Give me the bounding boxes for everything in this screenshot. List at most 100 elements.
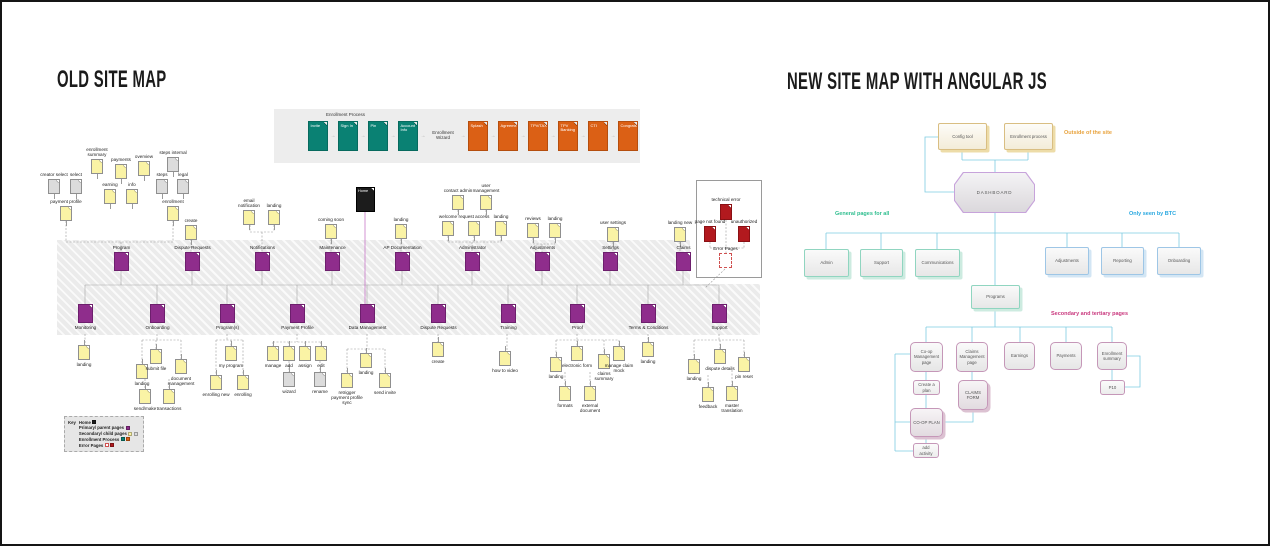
creator-select-connector-stub xyxy=(54,194,55,199)
enrollment-process-title: Enrollment Process xyxy=(326,112,366,117)
earning: earning xyxy=(102,182,118,209)
payments-label: payments xyxy=(111,157,131,163)
step-sign-in: Sign In xyxy=(338,121,358,151)
arrow-icon: → xyxy=(460,133,466,139)
steps-internal-box xyxy=(167,157,179,172)
info-box xyxy=(126,189,138,204)
step-tpv-banking: TPV Banking xyxy=(558,121,578,151)
payments-box xyxy=(115,164,127,179)
creator-select-label: creator select xyxy=(40,172,68,178)
enrollment-process-label: Enrollment process xyxy=(1010,133,1047,139)
send-make-box xyxy=(139,389,151,404)
home-box: Home xyxy=(356,187,375,212)
contact-admin-label: contact admin xyxy=(443,188,473,194)
user-management-box xyxy=(480,195,492,210)
key-item-home: Home xyxy=(79,420,138,425)
orange-swatch-icon xyxy=(126,437,131,442)
legend-key-title: Key xyxy=(68,419,76,425)
legend-key: Key Home Primary/ parent pages Secondary/ … xyxy=(64,416,144,452)
step-pin: Pin xyxy=(368,121,388,151)
arrow-icon: → xyxy=(550,133,556,139)
payments-connector-stub xyxy=(121,179,122,184)
arrow-icon: → xyxy=(420,133,426,139)
info: info xyxy=(126,182,138,209)
config-tool-label: Config tool xyxy=(952,133,973,139)
steps-box xyxy=(156,179,168,194)
arrow-icon: → xyxy=(580,133,586,139)
overview: overview xyxy=(135,154,153,181)
enrollment-wizard-label: Enrollment Wizard xyxy=(432,130,454,140)
steps-internal-connector-stub xyxy=(173,172,174,177)
creator-select-box xyxy=(48,179,60,194)
external-document-label: external document xyxy=(579,402,601,413)
landing-notifications-label: landing xyxy=(266,203,282,209)
step-cti: CTI xyxy=(588,121,608,151)
enrolling-new-label: enrolling new xyxy=(202,391,230,397)
pin-reset-connector-stub xyxy=(744,352,745,357)
payment-profile-label: payment profile xyxy=(50,199,82,205)
new-site-map-title: NEW SITE MAP WITH ANGULAR JS xyxy=(787,68,1047,95)
feedback-label: feedback xyxy=(698,403,718,409)
step-tpv-tax: TPV/TAX xyxy=(528,121,548,151)
key-item-label: Error Pages xyxy=(78,442,104,448)
arrow-icon: → xyxy=(520,133,526,139)
key-item-label: Secondary/ child pages xyxy=(78,431,127,437)
gray-swatch-icon xyxy=(133,431,138,436)
rename-label: rename xyxy=(312,388,328,394)
step-congrats: Congrats xyxy=(618,121,638,151)
info-connector-stub xyxy=(132,204,133,209)
step-splash: Splash xyxy=(468,121,488,151)
key-item-primary-parent-pages: Primary/ parent pages xyxy=(79,425,138,430)
steps-internal-label: steps internal xyxy=(159,150,187,156)
select-box xyxy=(70,179,82,194)
label-secondary-and-tertiary-pages: Secondary and tertiary pages xyxy=(1051,311,1129,317)
legal: legal xyxy=(177,172,189,199)
enrollment-label: enrollment xyxy=(162,199,184,205)
send-make: send/make xyxy=(134,384,156,411)
steps-label: steps xyxy=(156,172,168,178)
red-dashed-swatch-icon xyxy=(104,443,109,448)
black-swatch-icon xyxy=(92,420,97,424)
retrigger-pp-sync-label: retrigger payment profile sync xyxy=(331,389,363,405)
contact-admin: contact admin xyxy=(444,188,472,215)
user-management: user management xyxy=(473,183,499,215)
label-outside-of-the-site: Outside of the site xyxy=(1064,130,1112,136)
user-management-label: user management xyxy=(472,183,500,194)
enrollment-summary-box xyxy=(91,159,103,174)
step-agreements: Agreements xyxy=(498,121,518,151)
creator-select: creator select xyxy=(40,172,68,199)
step-invite: Invite xyxy=(308,121,328,151)
wizard-label: wizard xyxy=(282,388,296,394)
contact-admin-box xyxy=(452,195,464,210)
arrow-icon: → xyxy=(490,133,496,139)
key-item-error-pages: Error Pages xyxy=(79,443,138,448)
arrow-icon: → xyxy=(330,133,336,139)
label-general-pages-for-all: General pages for all xyxy=(835,211,890,217)
key-item-enrollment-process: Enrollment Process xyxy=(79,437,138,442)
steps-internal: steps internal xyxy=(159,150,187,177)
info-label: info xyxy=(128,182,136,188)
arrow-icon: → xyxy=(610,133,616,139)
earning-box xyxy=(104,189,116,204)
key-item-label: Enrollment Process xyxy=(78,436,120,442)
legal-connector-stub xyxy=(183,194,184,199)
overview-label: overview xyxy=(134,154,154,160)
transactions-label: transactions xyxy=(156,405,182,411)
key-item-label: Home xyxy=(78,419,91,425)
enrollment-summary-connector-stub xyxy=(97,174,98,179)
home: Home xyxy=(356,187,375,212)
teal-swatch-icon xyxy=(120,437,125,442)
enrollment-process-strip: Enrollment Process Invite → Sign In → Pin → Ac… xyxy=(274,109,640,163)
step-account-info: Account Info xyxy=(398,121,418,151)
legend-key-items: Home Primary/ parent pages Secondary/ chil… xyxy=(79,420,138,449)
earning-label: earning xyxy=(102,182,118,188)
send-make-label: send/make xyxy=(133,405,157,411)
enrollment-summary-label: enrollment summary xyxy=(86,147,108,158)
steps: steps xyxy=(156,172,168,199)
email-notification-label: email notification xyxy=(238,198,260,209)
yellow-swatch-icon xyxy=(128,431,133,436)
purple-swatch-icon xyxy=(125,425,130,430)
arrow-icon: → xyxy=(360,133,366,139)
